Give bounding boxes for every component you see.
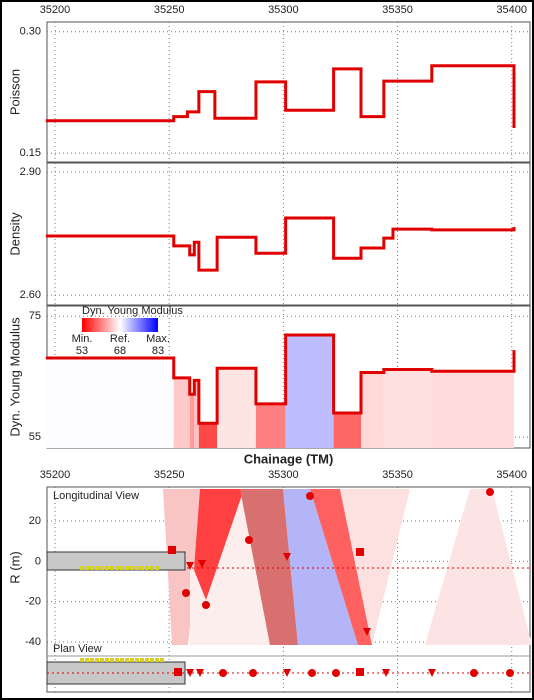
- view-label: Longitudinal View: [53, 490, 139, 502]
- modulus-bar: [173, 377, 190, 448]
- x-tick-label: 35300: [268, 4, 299, 16]
- section-shapes: [46, 488, 532, 685]
- step-line: [45, 64, 516, 129]
- modulus-bar: [45, 357, 174, 448]
- step-line: [45, 216, 516, 272]
- y-tick-label: -40: [25, 636, 41, 648]
- marker: [245, 536, 253, 544]
- panel-frame: [46, 162, 531, 306]
- x-tick-label: 35200: [40, 469, 71, 481]
- zone: [194, 489, 244, 600]
- legend-label: Min.: [72, 333, 93, 345]
- plan-marker: [356, 668, 364, 676]
- y-tick-label: 55: [29, 431, 41, 443]
- x-tick-label: 35350: [382, 4, 413, 16]
- legend-colorbar: [82, 318, 158, 332]
- plan-marker: [506, 669, 514, 677]
- plan-marker: [428, 669, 436, 677]
- legend-value: 83: [152, 345, 164, 357]
- modulus-bar: [198, 423, 218, 448]
- y-axis-title: Poisson: [7, 69, 22, 115]
- zone: [425, 489, 532, 645]
- plan-marker: [196, 669, 204, 677]
- plan-marker: [174, 668, 182, 676]
- y-axis-title: Dyn. Young Modulus: [7, 317, 22, 437]
- step-line: [45, 333, 516, 425]
- x-tick-label: 35350: [382, 469, 413, 481]
- modulus-bar: [285, 335, 334, 448]
- marker: [182, 589, 190, 597]
- y-tick-label: 2.60: [20, 289, 41, 301]
- y-tick-label: 75: [29, 310, 41, 322]
- plan-marker: [470, 669, 478, 677]
- plan-marker: [186, 669, 194, 677]
- zone: [310, 489, 372, 645]
- modulus-bar: [431, 371, 515, 448]
- modulus-bar: [361, 372, 384, 448]
- x-axis-title: Chainage (TM): [244, 451, 334, 466]
- zone: [240, 489, 298, 645]
- x-tick-label: 35250: [154, 4, 185, 16]
- marker: [168, 546, 176, 554]
- y-tick-label: 20: [29, 515, 41, 527]
- plan-marker: [382, 669, 390, 677]
- view-label: Plan View: [53, 643, 102, 655]
- modulus-bar: [333, 412, 362, 448]
- panel: [46, 21, 531, 163]
- x-tick-label: 35300: [268, 469, 299, 481]
- panel-frame: [46, 21, 531, 163]
- y-tick-label: -20: [25, 596, 41, 608]
- marker: [356, 548, 364, 556]
- modulus-bar: [189, 394, 195, 448]
- y-tick-label: 0: [35, 555, 41, 567]
- modulus-bar: [383, 369, 432, 448]
- zone: [283, 489, 358, 645]
- x-tick-label: 35400: [496, 4, 527, 16]
- panel: [46, 162, 531, 306]
- y-tick-label: 0.15: [20, 147, 41, 159]
- legend-value: 68: [114, 345, 126, 357]
- marker: [186, 562, 194, 570]
- marker: [198, 560, 206, 568]
- modulus-bar: [194, 380, 199, 448]
- y-axis-title: R (m): [7, 551, 22, 584]
- marker: [306, 492, 314, 500]
- plan-marker: [249, 669, 257, 677]
- panel-frame: [46, 486, 531, 693]
- legend-label: Max.: [146, 333, 170, 345]
- y-tick-label: 0.30: [20, 26, 41, 38]
- zone: [340, 489, 410, 645]
- plan-marker: [332, 669, 340, 677]
- marker: [202, 601, 210, 609]
- legend-value: 53: [76, 345, 88, 357]
- x-tick-label: 35200: [40, 4, 71, 16]
- plan-marker: [283, 669, 291, 677]
- marker: [283, 553, 291, 561]
- modulus-bar: [217, 368, 256, 448]
- plan-marker: [308, 669, 316, 677]
- y-axis-title: Density: [7, 212, 22, 256]
- x-tick-label: 35400: [496, 469, 527, 481]
- x-tick-label: 35250: [154, 469, 185, 481]
- legend-label: Ref.: [110, 333, 130, 345]
- marker: [363, 628, 371, 636]
- plan-marker: [219, 669, 227, 677]
- marker: [486, 488, 494, 496]
- modulus-bar: [255, 403, 286, 448]
- y-tick-label: 2.90: [20, 166, 41, 178]
- legend-title: Dyn. Young Modulus: [82, 305, 183, 317]
